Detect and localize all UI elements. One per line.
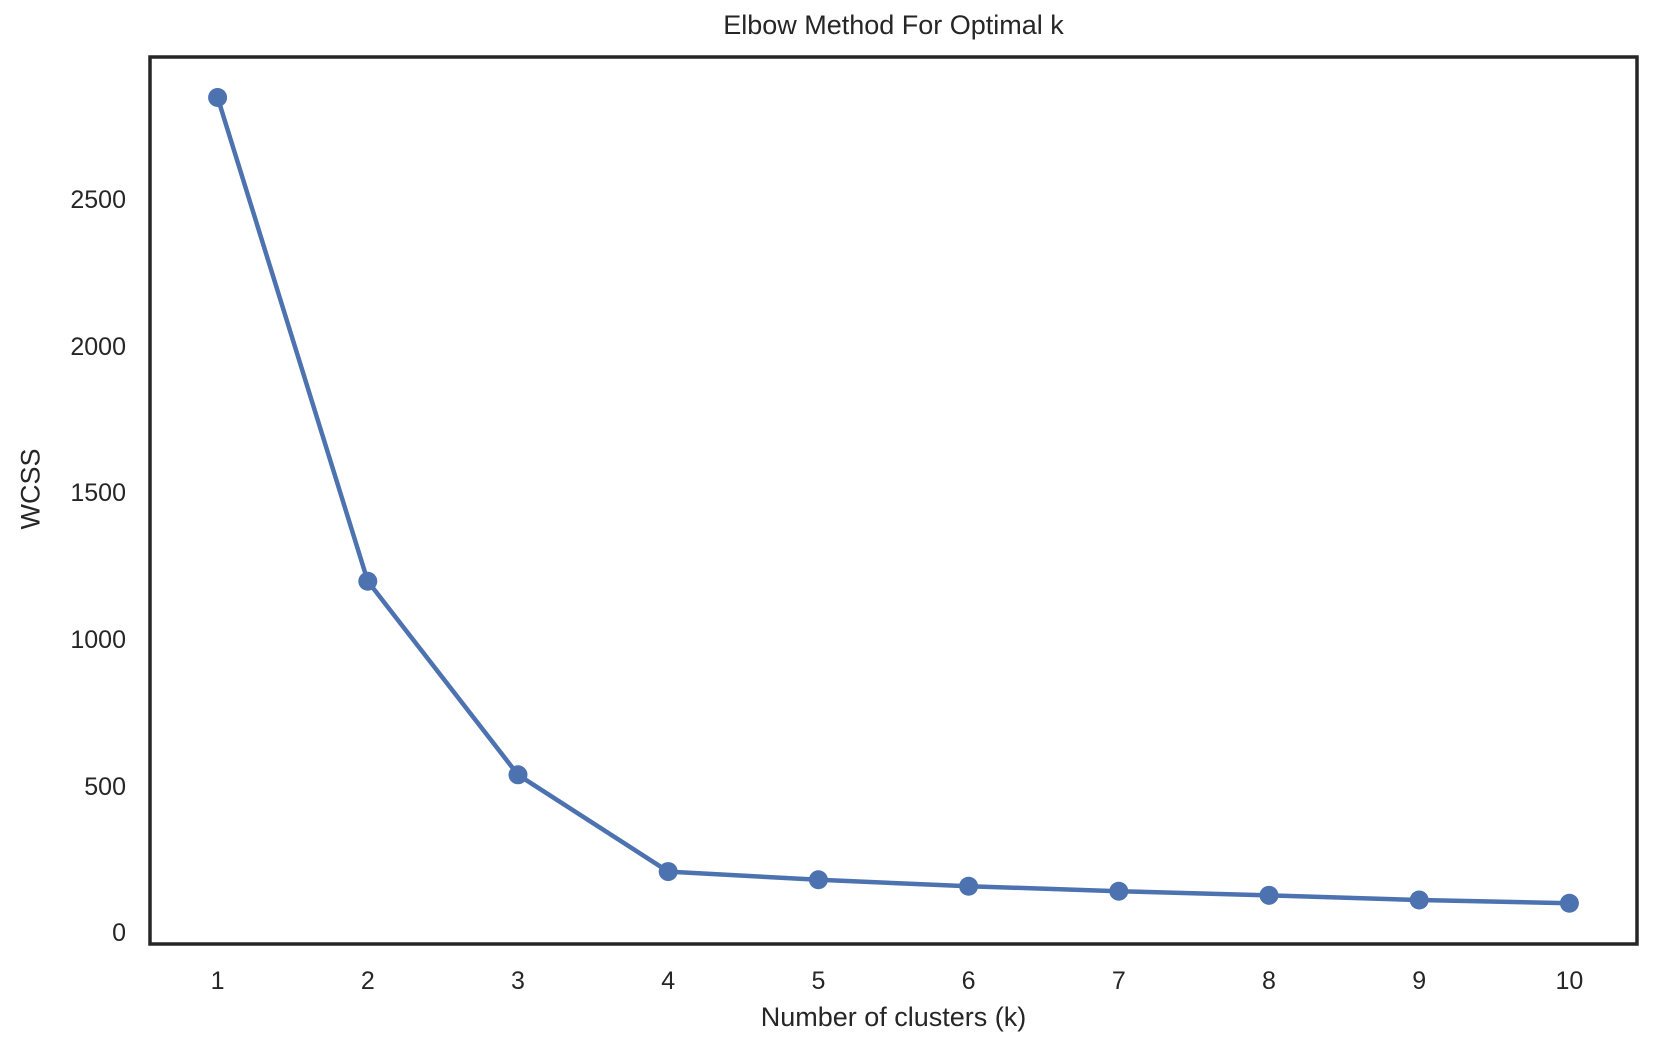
x-tick-label: 8 — [1262, 967, 1276, 995]
x-tick-label: 9 — [1412, 967, 1427, 995]
x-tick-label: 3 — [511, 967, 525, 995]
y-tick-label: 500 — [84, 772, 126, 801]
x-tick-label: 10 — [1555, 967, 1584, 995]
x-tick-label: 7 — [1111, 967, 1126, 995]
y-tick-label: 1000 — [70, 625, 126, 654]
x-tick-label: 5 — [811, 967, 826, 995]
x-tick-label: 6 — [961, 967, 976, 995]
data-point-k8 — [1259, 885, 1279, 905]
chart-title: Elbow Method For Optimal k — [723, 10, 1064, 40]
data-point-k5 — [808, 870, 828, 890]
y-tick-label: 2000 — [70, 332, 126, 361]
data-point-k10 — [1559, 893, 1579, 913]
data-point-k6 — [959, 876, 979, 896]
data-point-k1 — [208, 87, 228, 107]
x-tick-label: 1 — [210, 967, 225, 995]
plot-border — [148, 55, 1639, 946]
data-point-k7 — [1109, 881, 1129, 901]
data-point-k3 — [508, 765, 528, 785]
wcss-line — [215, 95, 1572, 906]
x-tick-label: 4 — [661, 967, 676, 995]
y-tick-label: 0 — [112, 919, 126, 948]
x-axis-label: Number of clusters (k) — [760, 1002, 1027, 1032]
data-point-k9 — [1409, 890, 1429, 910]
y-tick-label: 2500 — [70, 186, 126, 215]
data-point-k2 — [358, 571, 378, 591]
y-tick-label: 1500 — [70, 479, 126, 508]
x-tick-label: 2 — [360, 967, 375, 995]
data-point-k4 — [658, 862, 678, 882]
